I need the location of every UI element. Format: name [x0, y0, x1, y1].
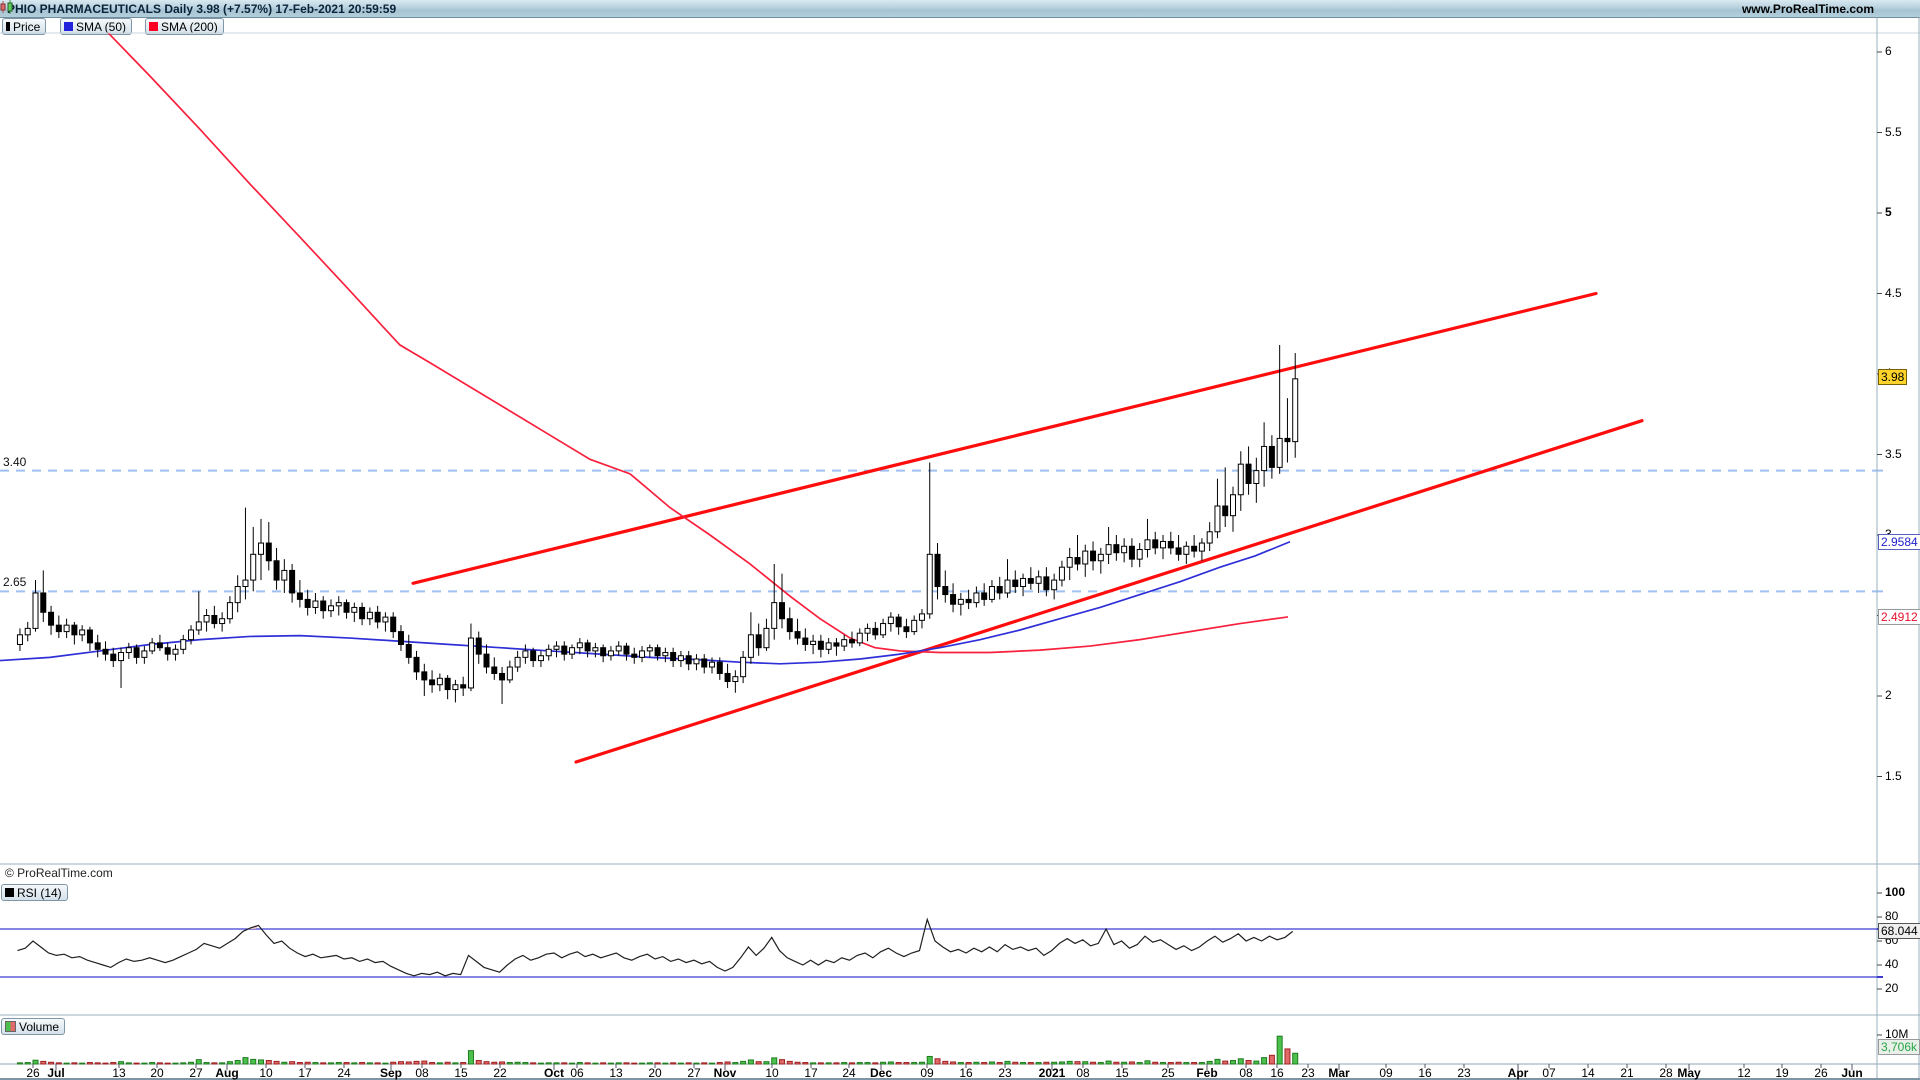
legend-tab-rsi[interactable]: RSI (14): [1, 884, 68, 901]
title-bar: PHIO PHARMACEUTICALS Daily 3.98 (+7.57%)…: [0, 0, 1920, 18]
volume-series-icon: [5, 1021, 16, 1032]
price-series-icon: [6, 22, 10, 31]
legend-tab-sma200[interactable]: SMA (200): [145, 18, 224, 35]
legend-volume-label: Volume: [19, 1019, 60, 1034]
legend-tab-sma50[interactable]: SMA (50): [60, 18, 133, 35]
legend-sma200-label: SMA (200): [161, 19, 218, 34]
legend-tab-volume[interactable]: Volume: [1, 1018, 66, 1035]
legend-price-label: Price: [13, 19, 41, 34]
legend-rsi-label: RSI (14): [17, 885, 62, 900]
legend-sma50-label: SMA (50): [76, 19, 127, 34]
rsi-series-icon: [5, 888, 14, 897]
sma50-series-icon: [64, 22, 73, 31]
legend-tab-price[interactable]: Price: [2, 18, 47, 35]
chart-title: PHIO PHARMACEUTICALS Daily 3.98 (+7.57%)…: [7, 1, 397, 16]
copyright-note: © ProRealTime.com: [5, 866, 113, 880]
prorealtime-link[interactable]: www.ProRealTime.com: [1741, 1, 1874, 16]
sma200-series-icon: [149, 22, 158, 31]
